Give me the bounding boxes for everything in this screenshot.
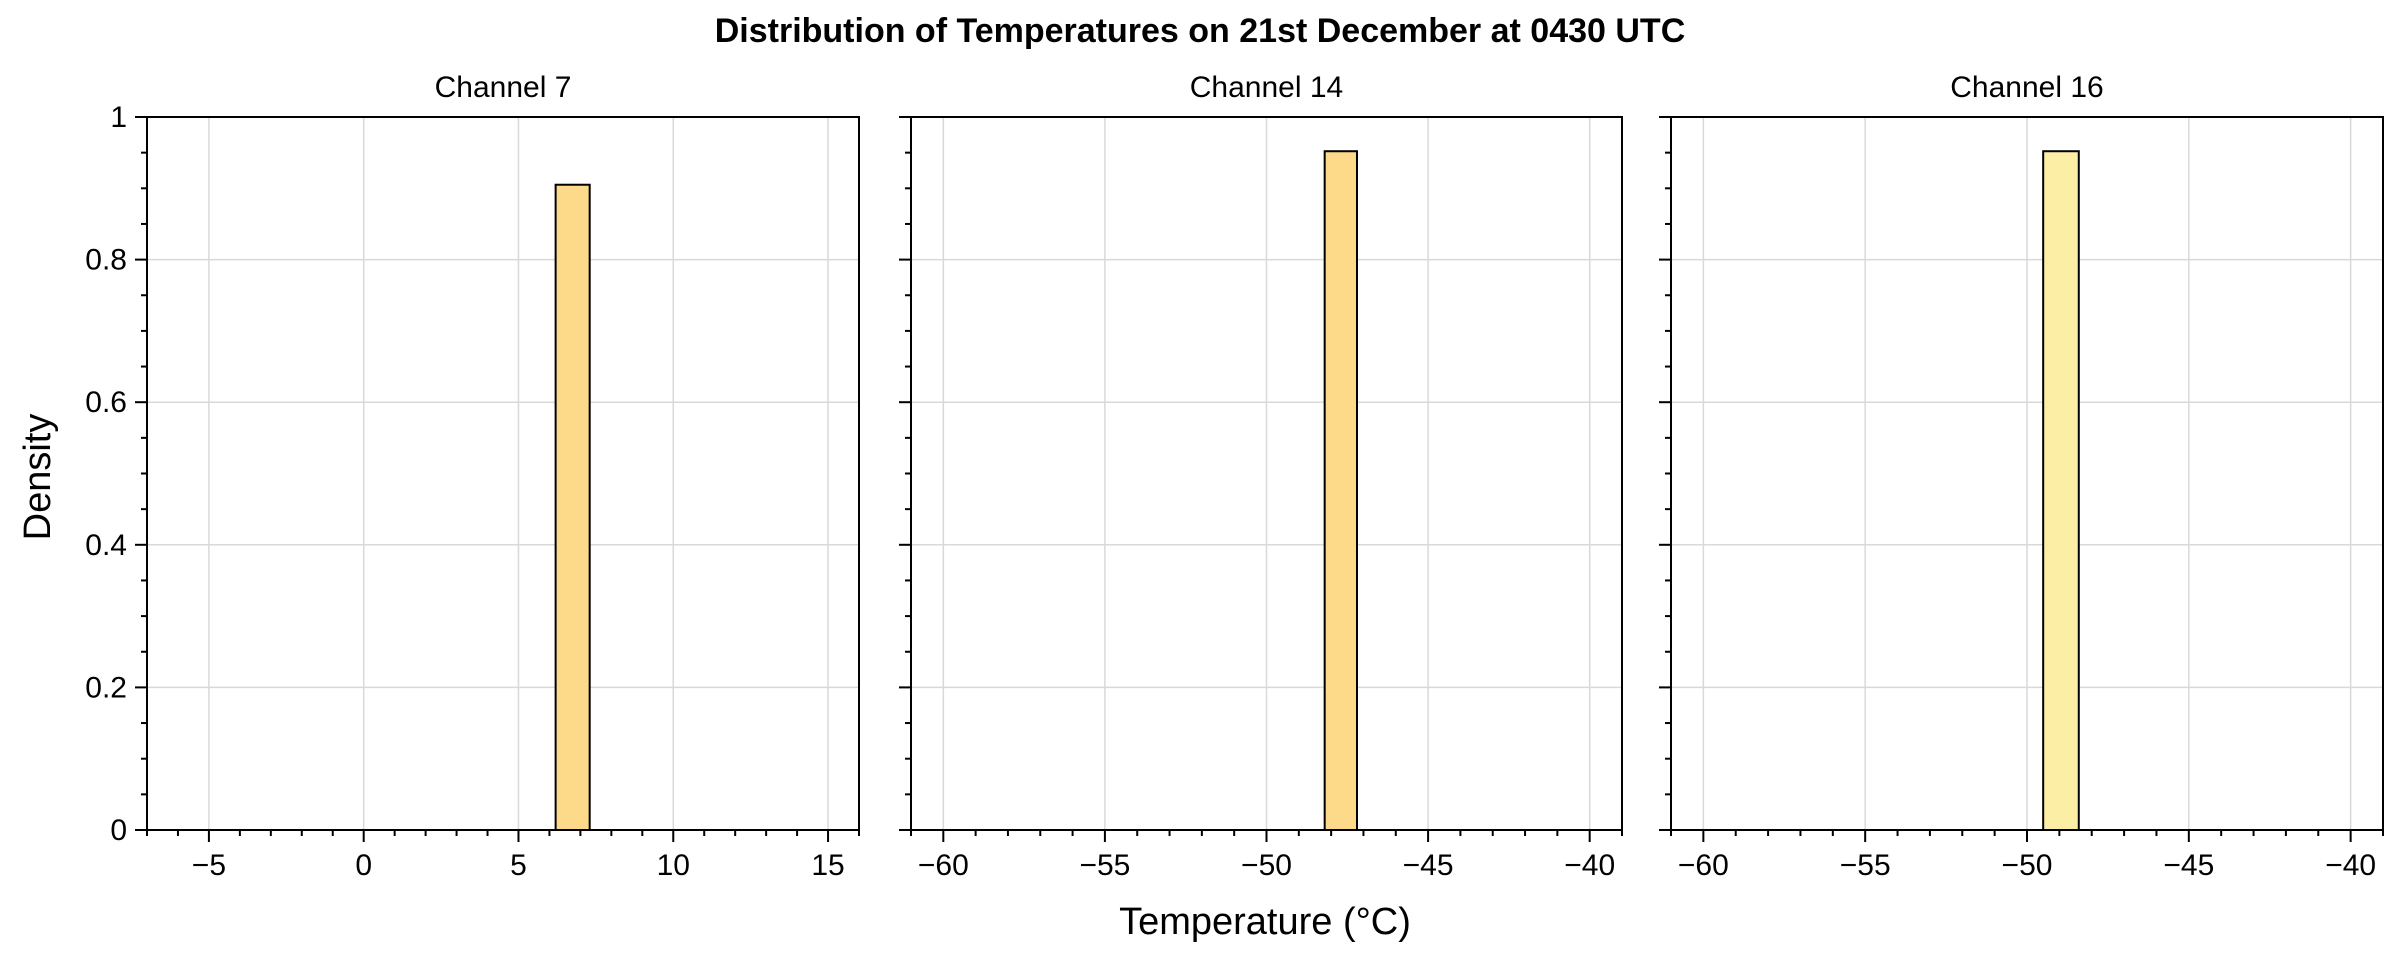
panel-2: Channel 14 −60 −55 −50 −45 −40 bbox=[899, 71, 1623, 882]
panel-1: Channel 7 −5 0 5 10 15 0 0.2 0.4 0.6 0.8 1 bbox=[85, 71, 860, 882]
x-tick-label: −60 bbox=[918, 849, 969, 882]
histogram-bar bbox=[554, 183, 591, 832]
panel-title: Channel 7 bbox=[435, 71, 572, 104]
y-tick-label: 0.6 bbox=[85, 386, 127, 419]
x-tick-label: −55 bbox=[1079, 849, 1130, 882]
x-tick-label: 10 bbox=[657, 849, 690, 882]
y-tick-label: 1 bbox=[110, 101, 127, 134]
y-tick-label: 0.8 bbox=[85, 244, 127, 277]
x-tick-label: −50 bbox=[1241, 849, 1292, 882]
x-tick-label: 15 bbox=[811, 849, 844, 882]
x-tick-label: 5 bbox=[510, 849, 527, 882]
y-tick-label: 0.4 bbox=[85, 529, 127, 562]
x-tick-label: −50 bbox=[2002, 849, 2053, 882]
x-tick-label: −45 bbox=[1403, 849, 1454, 882]
x-tick-label: −60 bbox=[1678, 849, 1729, 882]
x-axis-label: Temperature (°C) bbox=[1119, 901, 1411, 943]
axes-frame bbox=[146, 116, 860, 831]
x-tick-label: −55 bbox=[1840, 849, 1891, 882]
histogram-bar bbox=[2042, 150, 2080, 831]
x-tick-label: 0 bbox=[355, 849, 372, 882]
y-axis-label: Density bbox=[17, 414, 59, 541]
panel-title: Channel 16 bbox=[1950, 71, 2103, 104]
figure-title: Distribution of Temperatures on 21st Dec… bbox=[715, 12, 1686, 50]
histogram-bar bbox=[1323, 150, 1358, 831]
panel-title: Channel 14 bbox=[1190, 71, 1343, 104]
x-tick-label: −45 bbox=[2163, 849, 2214, 882]
panel-3: Channel 16 −60 −55 −50 −45 −40 bbox=[1659, 71, 2384, 882]
x-tick-label: −40 bbox=[2325, 849, 2376, 882]
y-tick-label: 0 bbox=[110, 814, 127, 847]
x-tick-label: −40 bbox=[1564, 849, 1615, 882]
y-tick-label: 0.2 bbox=[85, 671, 127, 704]
x-tick-label: −5 bbox=[192, 849, 226, 882]
